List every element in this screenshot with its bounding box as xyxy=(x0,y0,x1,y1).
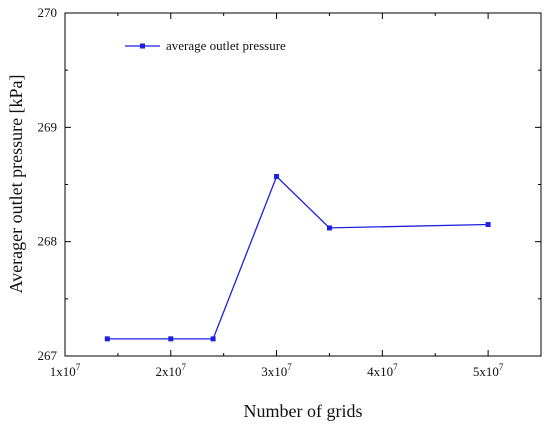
legend-label: average outlet pressure xyxy=(166,38,286,53)
y-axis-title: Averager outlet pressure [kPa] xyxy=(6,74,26,293)
data-point-1 xyxy=(168,336,174,342)
y-tick-label-0: 267 xyxy=(38,348,58,363)
legend: average outlet pressure xyxy=(125,38,286,53)
x-tick-label-3: 4x107 xyxy=(367,362,398,379)
y-tick-label-3: 270 xyxy=(38,5,58,20)
data-point-5 xyxy=(485,222,491,228)
series-layer xyxy=(104,173,491,342)
y-tick-label-1: 268 xyxy=(38,234,58,249)
plot-frame xyxy=(64,12,542,357)
axis-ticks xyxy=(64,12,541,357)
x-tick-label-0: 1x107 xyxy=(50,362,81,379)
data-point-2 xyxy=(210,336,216,342)
axis-tick-labels: 1x107 2x107 3x107 4x107 5x107 267 268 269 270 xyxy=(38,5,504,379)
data-point-0 xyxy=(104,336,110,342)
y-tick-label-2: 269 xyxy=(38,119,58,134)
x-tick-label-2: 3x107 xyxy=(261,362,292,379)
x-tick-label-4: 5x107 xyxy=(473,362,504,379)
x-tick-label-1: 2x107 xyxy=(156,362,187,379)
series-line-0 xyxy=(107,175,489,340)
data-point-3 xyxy=(274,173,280,179)
x-axis-title: Number of grids xyxy=(244,401,363,421)
legend-marker xyxy=(140,43,145,49)
data-point-4 xyxy=(326,225,332,231)
